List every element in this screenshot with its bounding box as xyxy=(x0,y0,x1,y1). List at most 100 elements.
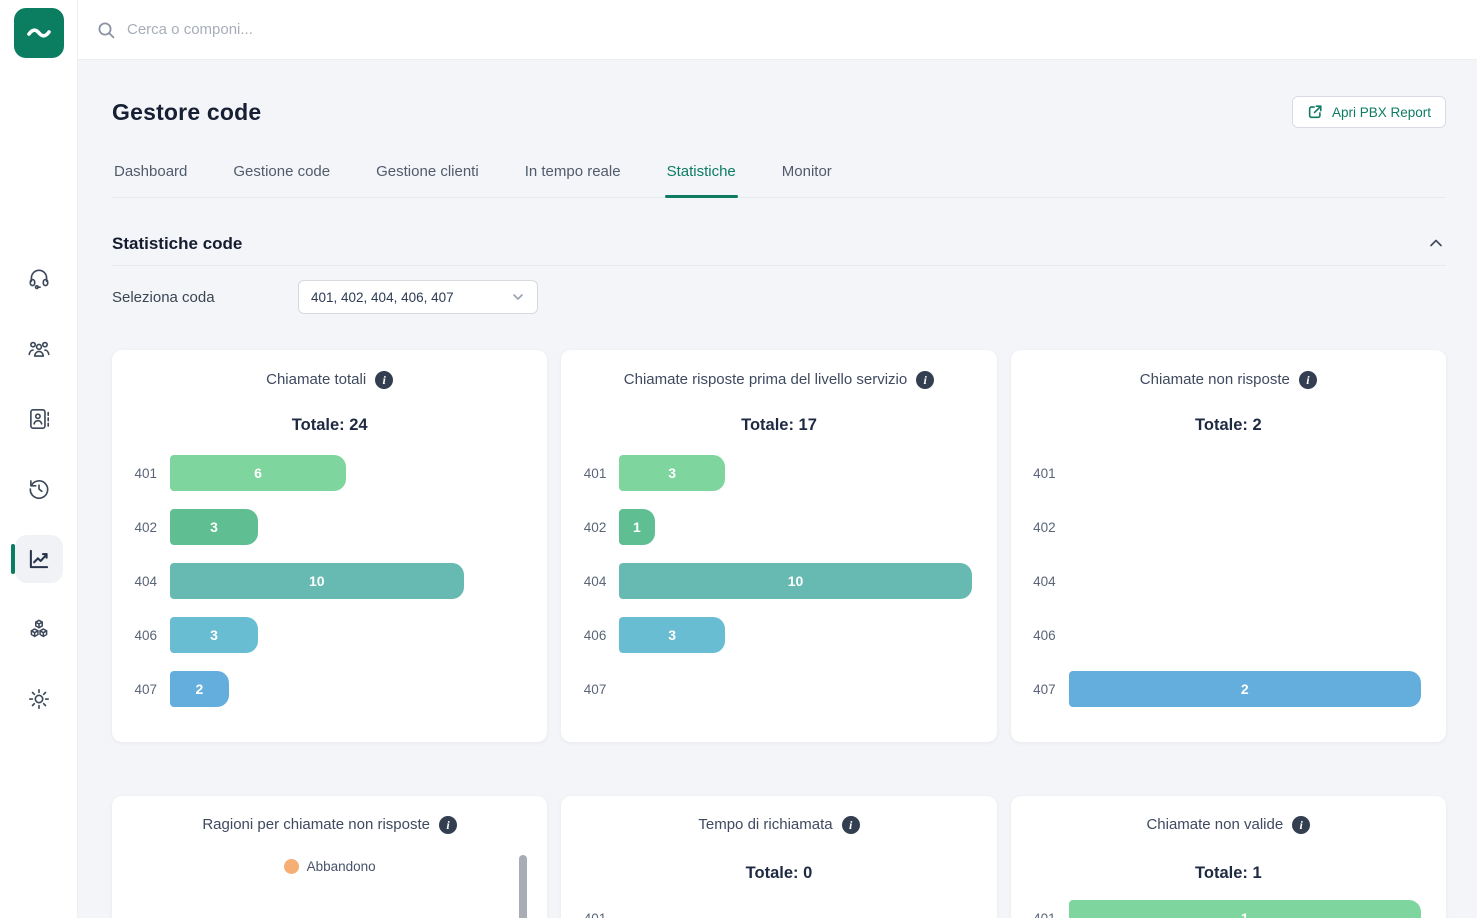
card-title: Chiamate totali xyxy=(266,371,367,388)
bar-404: 10 xyxy=(170,563,464,599)
bar-row: 401 0 xyxy=(1024,446,1421,500)
search-input[interactable] xyxy=(127,21,627,38)
info-icon[interactable]: i xyxy=(438,816,457,834)
card-total: Totale: 1 xyxy=(1195,864,1262,882)
queue-label: 401 xyxy=(583,910,607,918)
sidebar-item-team[interactable] xyxy=(0,314,77,384)
card-title: Chiamate non risposte xyxy=(1139,371,1290,388)
tab-gestione-clienti[interactable]: Gestione clienti xyxy=(376,163,479,180)
sidebar-nav xyxy=(0,244,77,734)
card-total: Totale: 0 xyxy=(745,864,813,882)
queue-select-value: 401, 402, 404, 406, 407 xyxy=(311,289,454,305)
queue-label: 402 xyxy=(583,519,607,535)
info-icon[interactable]: i xyxy=(1298,371,1317,389)
bar-row: 406 0 xyxy=(1024,608,1421,662)
tab-statistiche[interactable]: Statistiche xyxy=(664,162,738,198)
page-header: Gestore code Apri PBX Report xyxy=(112,96,1446,128)
sidebar xyxy=(0,0,78,918)
open-pbx-report-button[interactable]: Apri PBX Report xyxy=(1291,96,1446,128)
sidebar-item-history[interactable] xyxy=(0,454,77,524)
chevron-up-icon xyxy=(1430,239,1442,247)
bar-row: 402 3 xyxy=(125,500,522,554)
bar-row: 407 2 xyxy=(125,662,522,716)
bar-row: 402 0 xyxy=(1024,500,1421,554)
bar-value: 3 xyxy=(210,519,218,535)
bar-value: 1 xyxy=(633,519,641,535)
card-title: Ragioni per chiamate non risposte xyxy=(202,816,430,833)
app-logo[interactable] xyxy=(13,8,64,58)
contact-book-icon xyxy=(29,408,49,430)
queue-label: 407 xyxy=(583,681,607,697)
queue-label: 407 xyxy=(1033,681,1056,697)
tab-dashboard[interactable]: Dashboard xyxy=(114,163,188,180)
bar-404: 10 xyxy=(619,563,972,599)
report-button-label: Apri PBX Report xyxy=(1331,104,1431,120)
sidebar-item-modules[interactable] xyxy=(0,594,77,664)
tab-bar: Dashboard Gestione code Gestione clienti… xyxy=(112,162,1446,198)
page-title: Gestore code xyxy=(112,98,262,125)
sidebar-item-settings[interactable] xyxy=(0,664,77,734)
bar-402: 3 xyxy=(170,509,259,545)
queue-label: 401 xyxy=(134,465,157,481)
section-header: Statistiche code xyxy=(112,233,1446,266)
bar-value: 10 xyxy=(787,573,804,589)
bar-chart: 401 3 402 1 404 10 406 3 407 0 xyxy=(561,446,996,716)
bar-row: 404 0 xyxy=(1024,554,1421,608)
tab-gestione-code[interactable]: Gestione code xyxy=(233,163,331,180)
info-icon[interactable]: i xyxy=(1292,816,1311,834)
main-content: Gestore code Apri PBX Report Dashboard G… xyxy=(78,60,1477,918)
tab-in-tempo-reale[interactable]: In tempo reale xyxy=(524,163,621,180)
info-icon[interactable]: i xyxy=(916,371,935,389)
sidebar-item-contacts[interactable] xyxy=(0,384,77,454)
bar-row: 406 3 xyxy=(125,608,522,662)
queue-label: 404 xyxy=(583,573,607,589)
collapse-section-button[interactable] xyxy=(1426,233,1446,253)
queue-label: 401 xyxy=(583,465,607,481)
modules-icon xyxy=(30,619,47,638)
card-chiamate-non-valide: Chiamate non valide i Totale: 1 401 1 xyxy=(1010,796,1446,918)
bar-401: 1 xyxy=(1068,900,1421,918)
bar-row: 401 6 xyxy=(125,446,522,500)
stats-cards-grid: Chiamate totali i Totale: 24 401 6 402 3… xyxy=(112,350,1446,918)
bar-chart: 401 0 xyxy=(561,891,996,918)
wave-logo-icon xyxy=(26,28,51,38)
card-chiamate-non-risposte: Chiamate non risposte i Totale: 2 401 0 … xyxy=(1010,350,1446,742)
bar-row: 404 10 xyxy=(574,554,972,608)
bar-chart: 401 6 402 3 404 10 406 3 407 2 xyxy=(112,446,547,716)
bar-407: 2 xyxy=(1068,671,1421,707)
queue-label: 401 xyxy=(1033,910,1056,918)
card-chiamate-totali: Chiamate totali i Totale: 24 401 6 402 3… xyxy=(112,350,548,742)
chevron-down-icon xyxy=(513,294,523,300)
queue-label: 401 xyxy=(1033,465,1056,481)
sidebar-item-agents[interactable] xyxy=(0,244,77,314)
card-ragioni-non-risposte: Ragioni per chiamate non risposte i Abba… xyxy=(112,796,548,918)
queue-label: 404 xyxy=(134,573,157,589)
bar-value: 2 xyxy=(1240,681,1249,697)
bar-chart: 401 0 402 0 404 0 406 0 407 2 xyxy=(1011,446,1446,716)
bar-row: 406 3 xyxy=(574,608,971,662)
queue-label: 406 xyxy=(134,627,157,643)
bar-value: 3 xyxy=(210,627,218,643)
card-title: Chiamate risposte prima del livello serv… xyxy=(623,371,908,388)
external-link-icon xyxy=(1308,105,1322,119)
sidebar-item-statistics[interactable] xyxy=(0,524,77,594)
bar-row: 407 0 xyxy=(574,662,971,716)
team-icon xyxy=(27,341,50,357)
tab-monitor[interactable]: Monitor xyxy=(781,163,832,180)
queue-label: 406 xyxy=(1033,627,1056,643)
info-icon[interactable]: i xyxy=(841,816,860,834)
queue-filter: Seleziona coda 401, 402, 404, 406, 407 xyxy=(112,280,1446,314)
info-icon[interactable]: i xyxy=(375,371,394,389)
bar-row: 402 1 xyxy=(574,500,971,554)
bar-406: 3 xyxy=(619,617,726,653)
bar-row: 401 1 xyxy=(1024,891,1421,918)
top-header xyxy=(78,0,1477,60)
active-accent-bar xyxy=(11,544,15,574)
bar-406: 3 xyxy=(170,617,259,653)
queue-select[interactable]: 401, 402, 404, 406, 407 xyxy=(298,280,538,314)
queue-label: 404 xyxy=(1033,573,1056,589)
queue-label: 406 xyxy=(583,627,607,643)
bar-value: 3 xyxy=(668,627,677,643)
card-scrollbar-thumb[interactable] xyxy=(519,855,528,918)
card-title: Tempo di richiamata xyxy=(698,816,833,833)
